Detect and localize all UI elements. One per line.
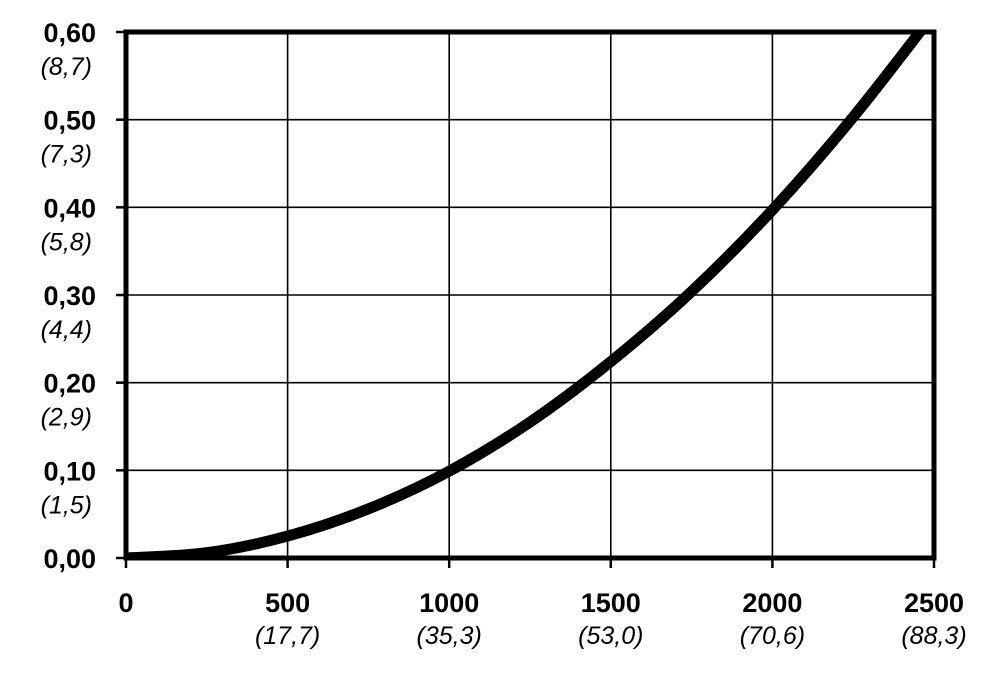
grid <box>116 30 936 568</box>
y-tick-label: 0,10 <box>43 456 96 486</box>
x-tick-label: 0 <box>118 588 133 618</box>
y-tick-label: 0,60 <box>43 18 96 48</box>
x-tick-sublabel: (35,3) <box>417 622 482 650</box>
x-tick-label: 1000 <box>419 588 479 618</box>
x-tick-sublabel: (88,3) <box>901 622 966 650</box>
y-tick-label: 0,50 <box>43 106 96 136</box>
plot-frame <box>123 29 937 561</box>
y-tick-label: 0,20 <box>43 369 96 399</box>
y-tick-label: 0,40 <box>43 193 96 223</box>
y-tick-sublabel: (2,9) <box>41 404 92 432</box>
y-tick-sublabel: (5,8) <box>41 228 92 256</box>
x-tick-sublabel: (17,7) <box>255 622 320 650</box>
y-tick-label: 0,30 <box>43 281 96 311</box>
x-tick-sublabel: (53,0) <box>578 622 643 650</box>
y-tick-sublabel: (8,7) <box>41 53 92 81</box>
y-tick-sublabel: (1,5) <box>41 491 92 519</box>
y-tick-sublabel: (4,4) <box>41 316 92 344</box>
x-tick-label: 500 <box>265 588 310 618</box>
y-tick-sublabel: (7,3) <box>41 141 92 169</box>
series-line <box>126 30 929 560</box>
x-tick-label: 2000 <box>742 588 802 618</box>
x-tick-label: 2500 <box>904 588 964 618</box>
y-tick-label: 0,00 <box>43 544 96 574</box>
x-tick-label: 1500 <box>581 588 641 618</box>
series-layer <box>126 30 929 560</box>
x-tick-sublabel: (70,6) <box>740 622 805 650</box>
tick-labels: 0 500 (17,7) 1000 (35,3) 1500 (53,0) 2000 (70,6)… <box>41 18 967 650</box>
